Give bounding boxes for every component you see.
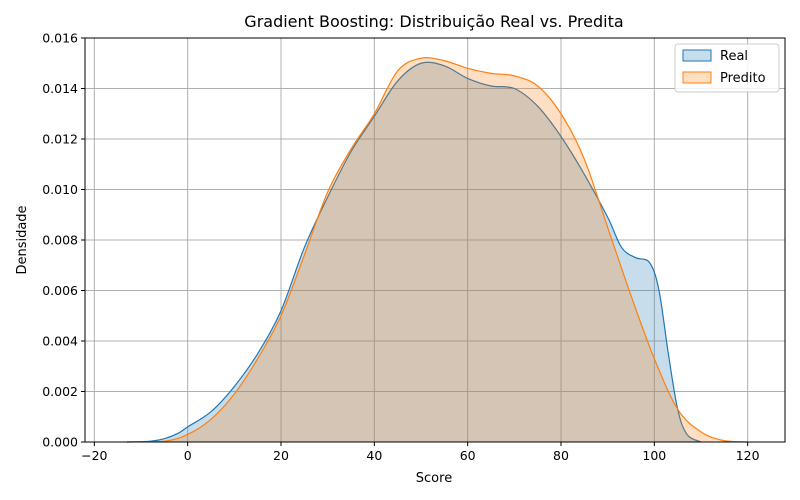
chart-title: Gradient Boosting: Distribuição Real vs.… [244,12,623,31]
x-axis-ticks: −20 0 20 40 60 80 100 120 [81,442,760,463]
legend-label-real: Real [720,49,748,64]
x-tick-label: 60 [460,448,476,463]
series-area [126,57,748,443]
y-tick-label: 0.016 [42,31,78,46]
y-tick-label: 0.012 [42,132,78,147]
y-tick-label: 0.000 [42,435,78,450]
y-tick-label: 0.014 [42,81,78,96]
series-line-predito [126,57,748,443]
x-tick-label: 80 [553,448,569,463]
legend-swatch-predito [682,71,712,84]
x-axis-title: Score [416,471,452,486]
y-tick-label: 0.008 [42,233,78,248]
x-tick-label: 20 [273,448,289,463]
y-tick-label: 0.010 [42,182,78,197]
x-tick-label: 120 [736,448,760,463]
x-tick-label: 40 [366,448,382,463]
y-tick-label: 0.006 [42,283,78,298]
series-fill-predito [127,57,748,443]
series-line-real [126,61,702,443]
x-tick-label: 0 [184,448,192,463]
x-tick-label: −20 [81,448,107,463]
x-tick-label: 100 [642,448,666,463]
y-tick-label: 0.002 [42,384,78,399]
y-tick-label: 0.004 [42,334,78,349]
legend: Real Predito [674,43,780,93]
legend-swatch-real [682,49,712,62]
series-fill-real [127,62,701,443]
y-axis-title: Densidade [15,205,30,274]
legend-label-predito: Predito [720,71,766,86]
y-axis-ticks: 0.000 0.002 0.004 0.006 0.008 0.010 0.012 0.014… [42,31,85,450]
legend-box [674,43,780,93]
